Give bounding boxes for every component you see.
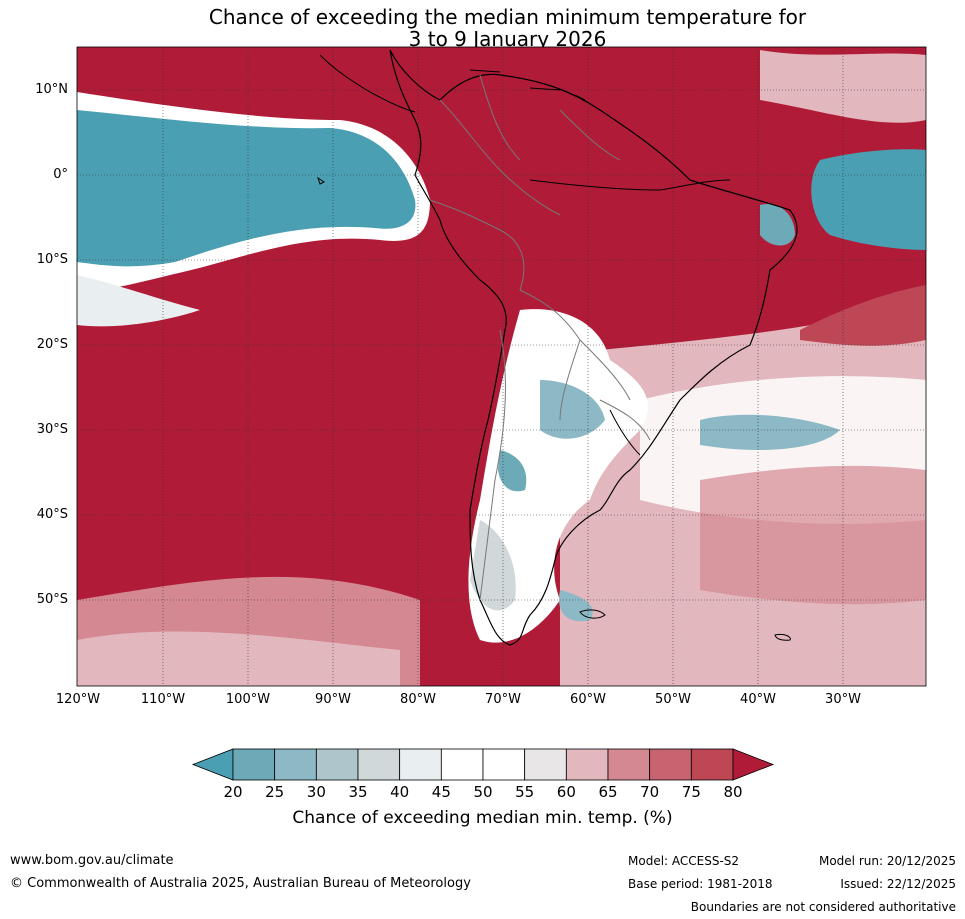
shade-south-america-neutral xyxy=(468,309,649,643)
colorbar-extend-high xyxy=(732,748,775,781)
map-title-line-1: Chance of exceeding the median minimum t… xyxy=(208,5,807,29)
colorbar-tick-label: 35 xyxy=(348,783,368,801)
colorbar-extend-low xyxy=(191,748,234,781)
shade-atlantic-low-patch xyxy=(700,414,840,450)
colorbar-tick-label: 40 xyxy=(390,783,410,801)
lat-label-10n: 10°N xyxy=(35,82,68,97)
lon-label-70w: 70°W xyxy=(485,692,521,707)
footer-copyright: © Commonwealth of Australia 2025, Austra… xyxy=(10,876,471,891)
shade-pacific-neutral-south xyxy=(77,275,200,327)
rivers xyxy=(529,179,731,456)
lon-label-110w: 110°W xyxy=(140,692,186,707)
colorbar-cell xyxy=(690,748,734,781)
colorbar-tick-label: 50 xyxy=(473,783,493,801)
lat-label-30s: 30°S xyxy=(36,422,68,437)
colorbar-cell xyxy=(440,748,484,781)
shade-brazil-coast-low xyxy=(760,204,795,246)
colorbar-tick-label: 25 xyxy=(265,783,285,801)
shade-pacific-low xyxy=(77,110,416,267)
colorbar-cell xyxy=(524,748,567,781)
colorbar-cell xyxy=(649,748,692,781)
lat-label-40s: 40°S xyxy=(36,507,68,522)
falkland-islands xyxy=(579,609,606,619)
colorbar-tick-label: 80 xyxy=(723,783,743,801)
lon-label-30w: 30°W xyxy=(825,692,861,707)
south-georgia xyxy=(774,634,791,641)
south-america-coastline xyxy=(389,49,798,646)
shade-atlantic-mid xyxy=(700,465,926,605)
colorbar-tick-label: 30 xyxy=(306,783,326,801)
lat-label-0: 0° xyxy=(53,167,68,182)
lon-label-100w: 100°W xyxy=(225,692,271,707)
colorbar-cell xyxy=(565,748,609,781)
shade-south-west-light xyxy=(77,631,400,686)
lon-label-40w: 40°W xyxy=(740,692,776,707)
colorbar-label: Chance of exceeding median min. temp. (%… xyxy=(292,808,673,828)
footer-website: www.bom.gov.au/climate xyxy=(10,853,174,868)
colorbar-tick-label: 60 xyxy=(556,783,576,801)
galapagos-islands xyxy=(317,176,325,185)
country-borders xyxy=(429,74,651,601)
central-america-coastline xyxy=(319,54,416,113)
colorbar-tick-label: 70 xyxy=(640,783,660,801)
colorbar-tick-label: 20 xyxy=(223,783,243,801)
map-title-line-2: 3 to 9 January 2026 xyxy=(408,27,607,51)
footer-base-period: Base period: 1981-2018 xyxy=(628,877,773,891)
lon-label-60w: 60°W xyxy=(570,692,606,707)
colorbar-cell xyxy=(482,748,526,781)
shade-atlantic-low xyxy=(811,149,926,250)
footer-issued: Issued: 22/12/2025 xyxy=(840,877,956,891)
lat-label-50s: 50°S xyxy=(36,592,68,607)
colorbar-cell xyxy=(607,748,651,781)
shade-chile-low xyxy=(498,450,527,492)
lon-label-80w: 80°W xyxy=(400,692,436,707)
colorbar-cell xyxy=(399,748,442,781)
lon-label-90w: 90°W xyxy=(315,692,351,707)
graticule xyxy=(77,47,926,686)
lat-label-20s: 20°S xyxy=(36,337,68,352)
colorbar-cell xyxy=(357,748,401,781)
colorbar-tick-label: 75 xyxy=(681,783,701,801)
lon-label-50w: 50°W xyxy=(655,692,691,707)
shade-argentina-low xyxy=(540,380,605,439)
footer-model-run: Model run: 20/12/2025 xyxy=(818,854,956,868)
colorbar-tick-label: 55 xyxy=(515,783,535,801)
caribbean-islands xyxy=(469,69,586,101)
colorbar-cell xyxy=(274,748,317,781)
footer-model: Model: ACCESS-S2 xyxy=(628,854,740,868)
colorbar-tick-label: 65 xyxy=(598,783,618,801)
map-frame xyxy=(76,46,927,687)
colorbar-cell xyxy=(232,748,276,781)
colorbar-cell xyxy=(315,748,359,781)
footer-disclaimer: Boundaries are not considered authoritat… xyxy=(690,900,956,914)
colorbar-tick-label: 45 xyxy=(431,783,451,801)
shade-atlantic-band xyxy=(800,285,926,346)
shade-south-atlantic-low xyxy=(559,590,593,622)
colorbar-cells xyxy=(191,748,775,781)
lat-label-10s: 10°S xyxy=(36,252,68,267)
lon-label-120w: 120°W xyxy=(55,692,101,707)
